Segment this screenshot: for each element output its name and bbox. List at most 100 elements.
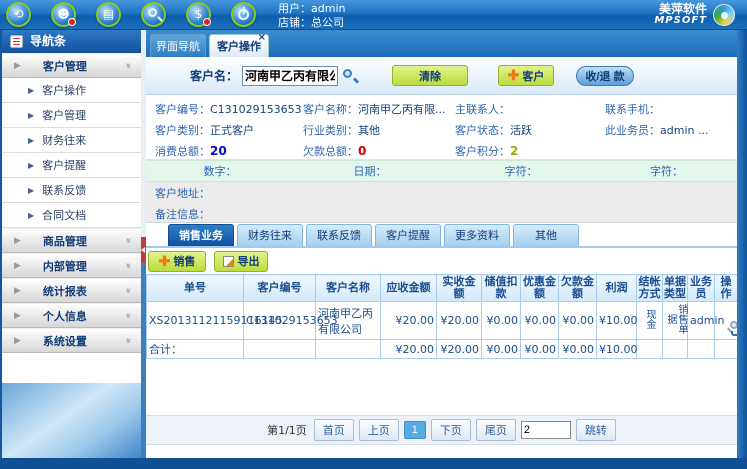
receive-refund-button[interactable]: 收/退 款 xyxy=(576,65,635,86)
sidebar-group-internal-mgmt[interactable]: ▶ 内部管理 » xyxy=(2,253,141,278)
member-icon[interactable]: ☻ xyxy=(51,2,76,27)
col-received[interactable]: 实收金额 xyxy=(436,274,482,302)
total-debt: ¥0.00 xyxy=(558,339,597,359)
subtab-more-info[interactable]: 更多资料 xyxy=(444,224,510,246)
add-sale-button[interactable]: ✚ 销售 xyxy=(148,250,206,272)
page-jump-input[interactable] xyxy=(520,421,571,439)
field-label: 客户名称： xyxy=(303,102,358,116)
col-customer-name[interactable]: 客户名称 xyxy=(315,274,381,302)
sidebar-item-customer-reminder[interactable]: ▶ 客户提醒 xyxy=(2,153,141,178)
first-page-button[interactable]: 首页 xyxy=(313,419,354,441)
prev-page-button[interactable]: 上页 xyxy=(358,419,399,441)
schedule-icon[interactable]: ▤ xyxy=(96,2,121,27)
current-page-button[interactable]: 1 xyxy=(403,421,426,439)
search-icon[interactable] xyxy=(141,2,166,27)
group-arrow-icon: ▶ xyxy=(14,235,21,246)
clear-button[interactable]: 清除 xyxy=(392,65,469,86)
lookup-icon[interactable] xyxy=(342,68,360,84)
total-received: ¥20.00 xyxy=(436,339,482,359)
industry-value: 其他 xyxy=(358,123,380,137)
subtab-feedback[interactable]: 联系反馈 xyxy=(306,224,372,246)
sidebar-item-contract-docs[interactable]: ▶ 合同文档 xyxy=(2,203,141,228)
logo-text-en: MPSOFT xyxy=(654,15,707,26)
navigation-sidebar: 导航条 ▶ 客户管理 » ▶ 客户操作 ▶ 客户管理 ▶ 财务往来 ▶ 客户提醒… xyxy=(2,30,141,458)
address-remark-rows: 客户地址： 备注信息： xyxy=(146,181,737,223)
field-label: 消费总额： xyxy=(155,144,210,158)
group-arrow-icon: ▶ xyxy=(14,285,21,296)
col-doc-type[interactable]: 单据类型 xyxy=(662,274,688,302)
total-label: 合计： xyxy=(146,339,244,359)
total-profit: ¥10.00 xyxy=(596,339,638,359)
field-label: 客户类别： xyxy=(155,123,210,137)
window-right-border xyxy=(737,30,747,458)
export-button[interactable]: 导出 xyxy=(214,250,268,272)
sidebar-item-customer-operation[interactable]: ▶ 客户操作 xyxy=(2,78,141,103)
store-label: 店铺： xyxy=(278,16,311,29)
money-icon[interactable]: $ xyxy=(186,2,211,27)
detail-subtabs: 销售业务 财务往来 联系反馈 客户提醒 更多资料 其他 xyxy=(146,223,737,248)
subtab-sales[interactable]: 销售业务 xyxy=(168,224,234,246)
col-customer-no[interactable]: 客户编号 xyxy=(243,274,316,302)
total-discount: ¥0.00 xyxy=(520,339,559,359)
col-order-no[interactable]: 单号 xyxy=(146,274,244,302)
power-icon[interactable] xyxy=(231,2,256,27)
group-chevron-icon: » xyxy=(122,62,134,69)
pagination-bar: 第1/1页 首页 上页 1 下页 尾页 跳转 xyxy=(146,415,737,445)
col-receivable[interactable]: 应收金额 xyxy=(380,274,437,302)
sidebar-group-customer-mgmt[interactable]: ▶ 客户管理 » xyxy=(2,53,141,78)
sidebar-group-system-settings[interactable]: ▶ 系统设置 » xyxy=(2,328,141,353)
customer-name-label: 客户名： xyxy=(190,69,239,83)
cell-received: ¥20.00 xyxy=(436,301,482,340)
subtab-finance[interactable]: 财务往来 xyxy=(237,224,303,246)
status-value: 活跃 xyxy=(510,123,532,137)
page-jump-button[interactable]: 跳转 xyxy=(575,419,616,441)
salesman-value: admin ... xyxy=(660,123,709,137)
subtab-reminder[interactable]: 客户提醒 xyxy=(375,224,441,246)
total-receivable: ¥20.00 xyxy=(380,339,437,359)
cell-doc-type: 销售单据 xyxy=(665,304,687,334)
sidebar-item-customer-manage[interactable]: ▶ 客户管理 xyxy=(2,103,141,128)
sidebar-collapse-handle[interactable] xyxy=(141,237,146,263)
table-row[interactable]: XS20131121159116145 C131029153653 河南甲乙丙有… xyxy=(146,301,741,340)
tab-close-icon[interactable]: × xyxy=(257,32,266,43)
field-label: 欠款总额： xyxy=(303,144,358,158)
logo-text-cn: 美萍软件 xyxy=(658,2,707,16)
table-action-bar: ✚ 销售 导出 xyxy=(146,248,737,274)
col-debt[interactable]: 欠款金额 xyxy=(558,274,597,302)
sidebar-group-product-mgmt[interactable]: ▶ 商品管理 » xyxy=(2,228,141,253)
field-label: 客户编号： xyxy=(155,102,210,116)
table-header-row: 单号 客户编号 客户名称 应收金额 实收金额 储值扣款 优惠金额 欠款金额 利润… xyxy=(146,274,738,302)
col-salesman[interactable]: 业务员 xyxy=(687,274,715,302)
globe-refresh-icon[interactable]: ⟲ xyxy=(6,2,31,27)
next-page-button[interactable]: 下页 xyxy=(430,419,471,441)
sidebar-item-finance[interactable]: ▶ 财务往来 xyxy=(2,128,141,153)
customer-name-input[interactable] xyxy=(242,65,339,86)
col-stored-deduct[interactable]: 储值扣款 xyxy=(481,274,521,302)
points-value: 2 xyxy=(510,143,519,158)
add-customer-button[interactable]: ✚ 客户 xyxy=(498,65,555,86)
custom-fields-row: 数字： 日期： 字符： 字符： xyxy=(146,160,737,181)
custom-field-char1-label: 字符： xyxy=(504,165,538,178)
last-page-button[interactable]: 尾页 xyxy=(475,419,516,441)
field-label: 联系手机： xyxy=(605,102,660,116)
cell-debt: ¥0.00 xyxy=(558,301,597,340)
customer-details-panel: 客户编号：C131029153653 客户名称：河南甲乙丙有限... 主联系人：… xyxy=(146,95,737,160)
divider-scroll-strip[interactable] xyxy=(141,262,146,458)
total-debt-value: 0 xyxy=(358,143,367,158)
group-arrow-icon: ▶ xyxy=(14,60,21,71)
sidebar-group-statistics[interactable]: ▶ 统计报表 » xyxy=(2,278,141,303)
cell-customer-no: C131029153653 xyxy=(243,301,338,340)
cell-stored-deduct: ¥0.00 xyxy=(481,301,521,340)
sidebar-background xyxy=(2,383,141,458)
sidebar-group-personal-info[interactable]: ▶ 个人信息 » xyxy=(2,303,141,328)
subtab-other[interactable]: 其他 xyxy=(513,224,579,246)
customer-no-value: C131029153653 xyxy=(210,102,302,116)
col-discount[interactable]: 优惠金额 xyxy=(520,274,559,302)
custom-field-number-label: 数字： xyxy=(203,165,237,178)
tab-customer-operation[interactable]: 客户操作 × xyxy=(209,32,269,57)
sidebar-item-contact-feedback[interactable]: ▶ 联系反馈 xyxy=(2,178,141,203)
col-profit[interactable]: 利润 xyxy=(596,274,637,302)
col-pay-method[interactable]: 结帐方式 xyxy=(636,274,663,302)
col-operation[interactable]: 操作 xyxy=(714,274,738,302)
tab-interface-nav[interactable]: 界面导航 xyxy=(150,34,206,57)
